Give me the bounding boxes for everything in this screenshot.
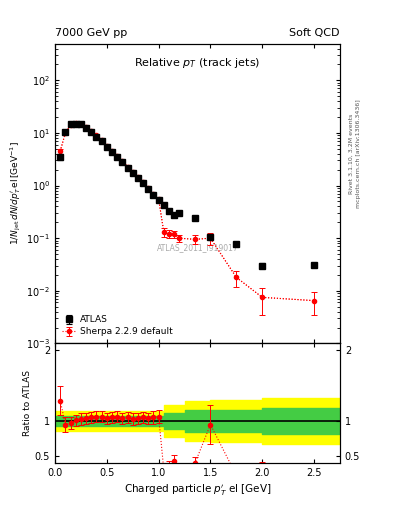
Text: Relative $p_T$ (track jets): Relative $p_T$ (track jets): [134, 55, 261, 70]
Text: Rivet 3.1.10, 3.2M events: Rivet 3.1.10, 3.2M events: [349, 114, 354, 194]
Y-axis label: $1/N_{\rm jet}\,dN/dp^{\prime}_T\,{\rm el}\,[{\rm GeV}^{-1}]$: $1/N_{\rm jet}\,dN/dp^{\prime}_T\,{\rm e…: [9, 141, 24, 245]
Text: Soft QCD: Soft QCD: [290, 28, 340, 38]
Text: ATLAS_2011_I919017: ATLAS_2011_I919017: [156, 243, 239, 252]
Text: 7000 GeV pp: 7000 GeV pp: [55, 28, 127, 38]
Legend: ATLAS, Sherpa 2.2.9 default: ATLAS, Sherpa 2.2.9 default: [59, 313, 176, 339]
Text: mcplots.cern.ch [arXiv:1306.3436]: mcplots.cern.ch [arXiv:1306.3436]: [356, 99, 361, 208]
Y-axis label: Ratio to ATLAS: Ratio to ATLAS: [23, 370, 32, 436]
X-axis label: Charged particle $p^{\prime}_T$ el [GeV]: Charged particle $p^{\prime}_T$ el [GeV]: [124, 482, 271, 498]
